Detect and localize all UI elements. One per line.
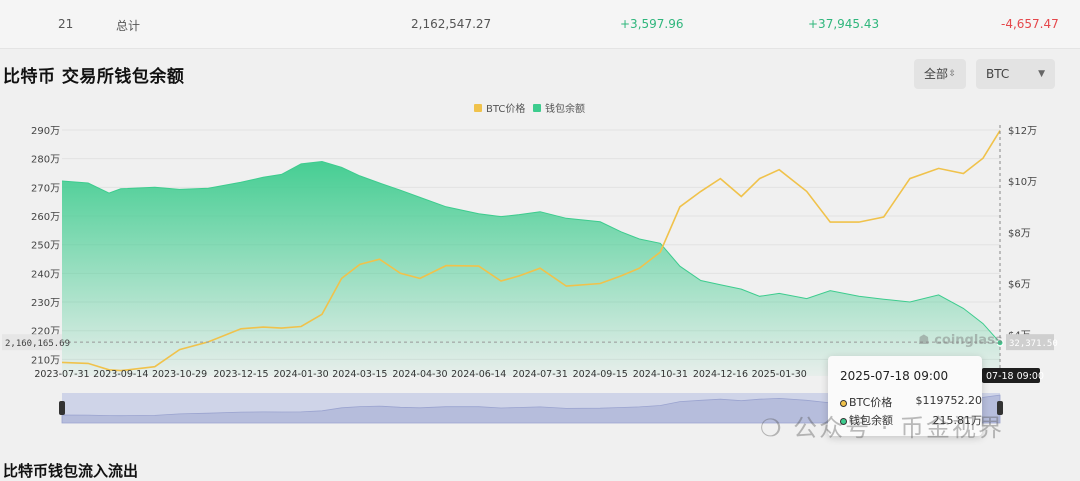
tooltip-btc-row: BTC价格 $119752.20 bbox=[840, 394, 982, 410]
y-left-tick: 290万 bbox=[31, 126, 60, 137]
row-index: 21 bbox=[58, 17, 74, 31]
right-marker-box bbox=[1006, 334, 1054, 351]
crosshair-date-text: 07-18 09:00 bbox=[986, 371, 1044, 382]
y-left-tick: 260万 bbox=[31, 212, 60, 223]
x-tick-label: 2025-01-30 bbox=[752, 369, 807, 380]
balance-line bbox=[61, 160, 1001, 344]
range-handle-left bbox=[59, 401, 65, 415]
x-tick-label: 2023-10-29 bbox=[152, 369, 207, 380]
range-handle-right bbox=[997, 401, 1003, 415]
x-tick-label: 2024-06-14 bbox=[451, 369, 506, 380]
coin-select-value: BTC bbox=[986, 67, 1010, 81]
row-balance: 2,162,547.27 bbox=[411, 17, 492, 31]
x-tick-label: 2024-07-31 bbox=[513, 369, 568, 380]
y-left-tick: 280万 bbox=[31, 155, 60, 166]
right-marker-text: 32,371.50 bbox=[1009, 339, 1058, 349]
legend-label-1: 钱包余额 bbox=[545, 102, 585, 115]
y-right-tick: $8万 bbox=[1008, 228, 1031, 239]
crosshair-date-box bbox=[982, 368, 1040, 383]
y-left-tick: 270万 bbox=[31, 183, 60, 194]
tooltip-btc-label: BTC价格 bbox=[849, 396, 893, 409]
x-tick-label: 2024-01-30 bbox=[273, 369, 328, 380]
wechat-icon: ❍ bbox=[760, 414, 784, 442]
y-right-tick: $10万 bbox=[1008, 177, 1037, 188]
coin-select[interactable]: BTC ▼ bbox=[976, 59, 1055, 89]
wechat-watermark: ❍ 公众号 · 币金视界 bbox=[760, 408, 1004, 443]
chart-tooltip: 2025-07-18 09:00 BTC价格 $119752.20 钱包余额 2… bbox=[828, 356, 982, 436]
balance-dot-icon bbox=[840, 417, 847, 425]
y-left-tick: 250万 bbox=[31, 241, 60, 252]
x-tick-label: 2024-03-15 bbox=[332, 369, 387, 380]
legend-label-0: BTC价格 bbox=[486, 102, 525, 115]
next-section-title: 比特币钱包流入流出 bbox=[3, 462, 139, 480]
tooltip-balance-label: 钱包余额 bbox=[849, 414, 893, 427]
y-left-tick: 230万 bbox=[31, 298, 60, 309]
row-change-1: +3,597.96 bbox=[620, 17, 684, 31]
btc-price-line bbox=[61, 130, 1001, 372]
left-marker-text: 2,160,165.69 bbox=[5, 339, 70, 349]
x-tick-label: 2024-09-15 bbox=[573, 369, 628, 380]
row-change-2: +37,945.43 bbox=[808, 17, 880, 31]
x-tick-label: 2024-04-30 bbox=[392, 369, 447, 380]
x-tick-label: 2024-10-31 bbox=[633, 369, 688, 380]
section-title: 比特币 交易所钱包余额 bbox=[3, 67, 185, 87]
y-right-tick: $6万 bbox=[1008, 280, 1031, 291]
row-change-3: -4,657.47 bbox=[1001, 17, 1059, 31]
y-left-tick: 210万 bbox=[31, 355, 60, 366]
row-label: 总计 bbox=[116, 19, 141, 33]
tooltip-date: 2025-07-18 09:00 bbox=[840, 369, 949, 383]
balance-point-highlight bbox=[996, 339, 1004, 347]
y-left-tick: 220万 bbox=[31, 327, 60, 338]
tooltip-balance-value: 215.81万 bbox=[932, 414, 983, 427]
legend-swatch-1 bbox=[533, 104, 541, 112]
balance-area bbox=[62, 161, 1000, 376]
table-total-row: 21 总计 2,162,547.27 +3,597.96 +37,945.43 … bbox=[0, 0, 1080, 49]
chevron-down-icon: ▼ bbox=[1038, 69, 1045, 79]
sort-icon: ⇳ bbox=[948, 69, 956, 79]
y-left-tick: 240万 bbox=[31, 269, 60, 280]
tooltip-btc-value: $119752.20 bbox=[915, 394, 982, 407]
x-tick-label: 2024-12-16 bbox=[693, 369, 748, 380]
exchange-select-value: 全部 bbox=[924, 67, 949, 81]
tooltip-balance-row: 钱包余额 215.81万 bbox=[840, 412, 982, 428]
y-right-tick: $12万 bbox=[1008, 126, 1037, 137]
btc-dot-icon bbox=[840, 399, 847, 407]
exchange-select[interactable]: 全部 ⇳ bbox=[914, 59, 966, 89]
left-marker-box bbox=[2, 334, 62, 351]
x-tick-label: 2023-12-15 bbox=[213, 369, 268, 380]
x-tick-label: 2023-07-31 bbox=[34, 369, 89, 380]
coinglass-watermark: ☗ coinglass bbox=[918, 333, 1003, 348]
x-tick-label: 2023-09-14 bbox=[93, 369, 148, 380]
coinglass-logo-icon: ☗ bbox=[918, 333, 930, 348]
wechat-watermark-text: 公众号 · 币金视界 bbox=[793, 414, 1005, 442]
legend-swatch-0 bbox=[474, 104, 482, 112]
coinglass-watermark-text: coinglass bbox=[934, 333, 1003, 348]
